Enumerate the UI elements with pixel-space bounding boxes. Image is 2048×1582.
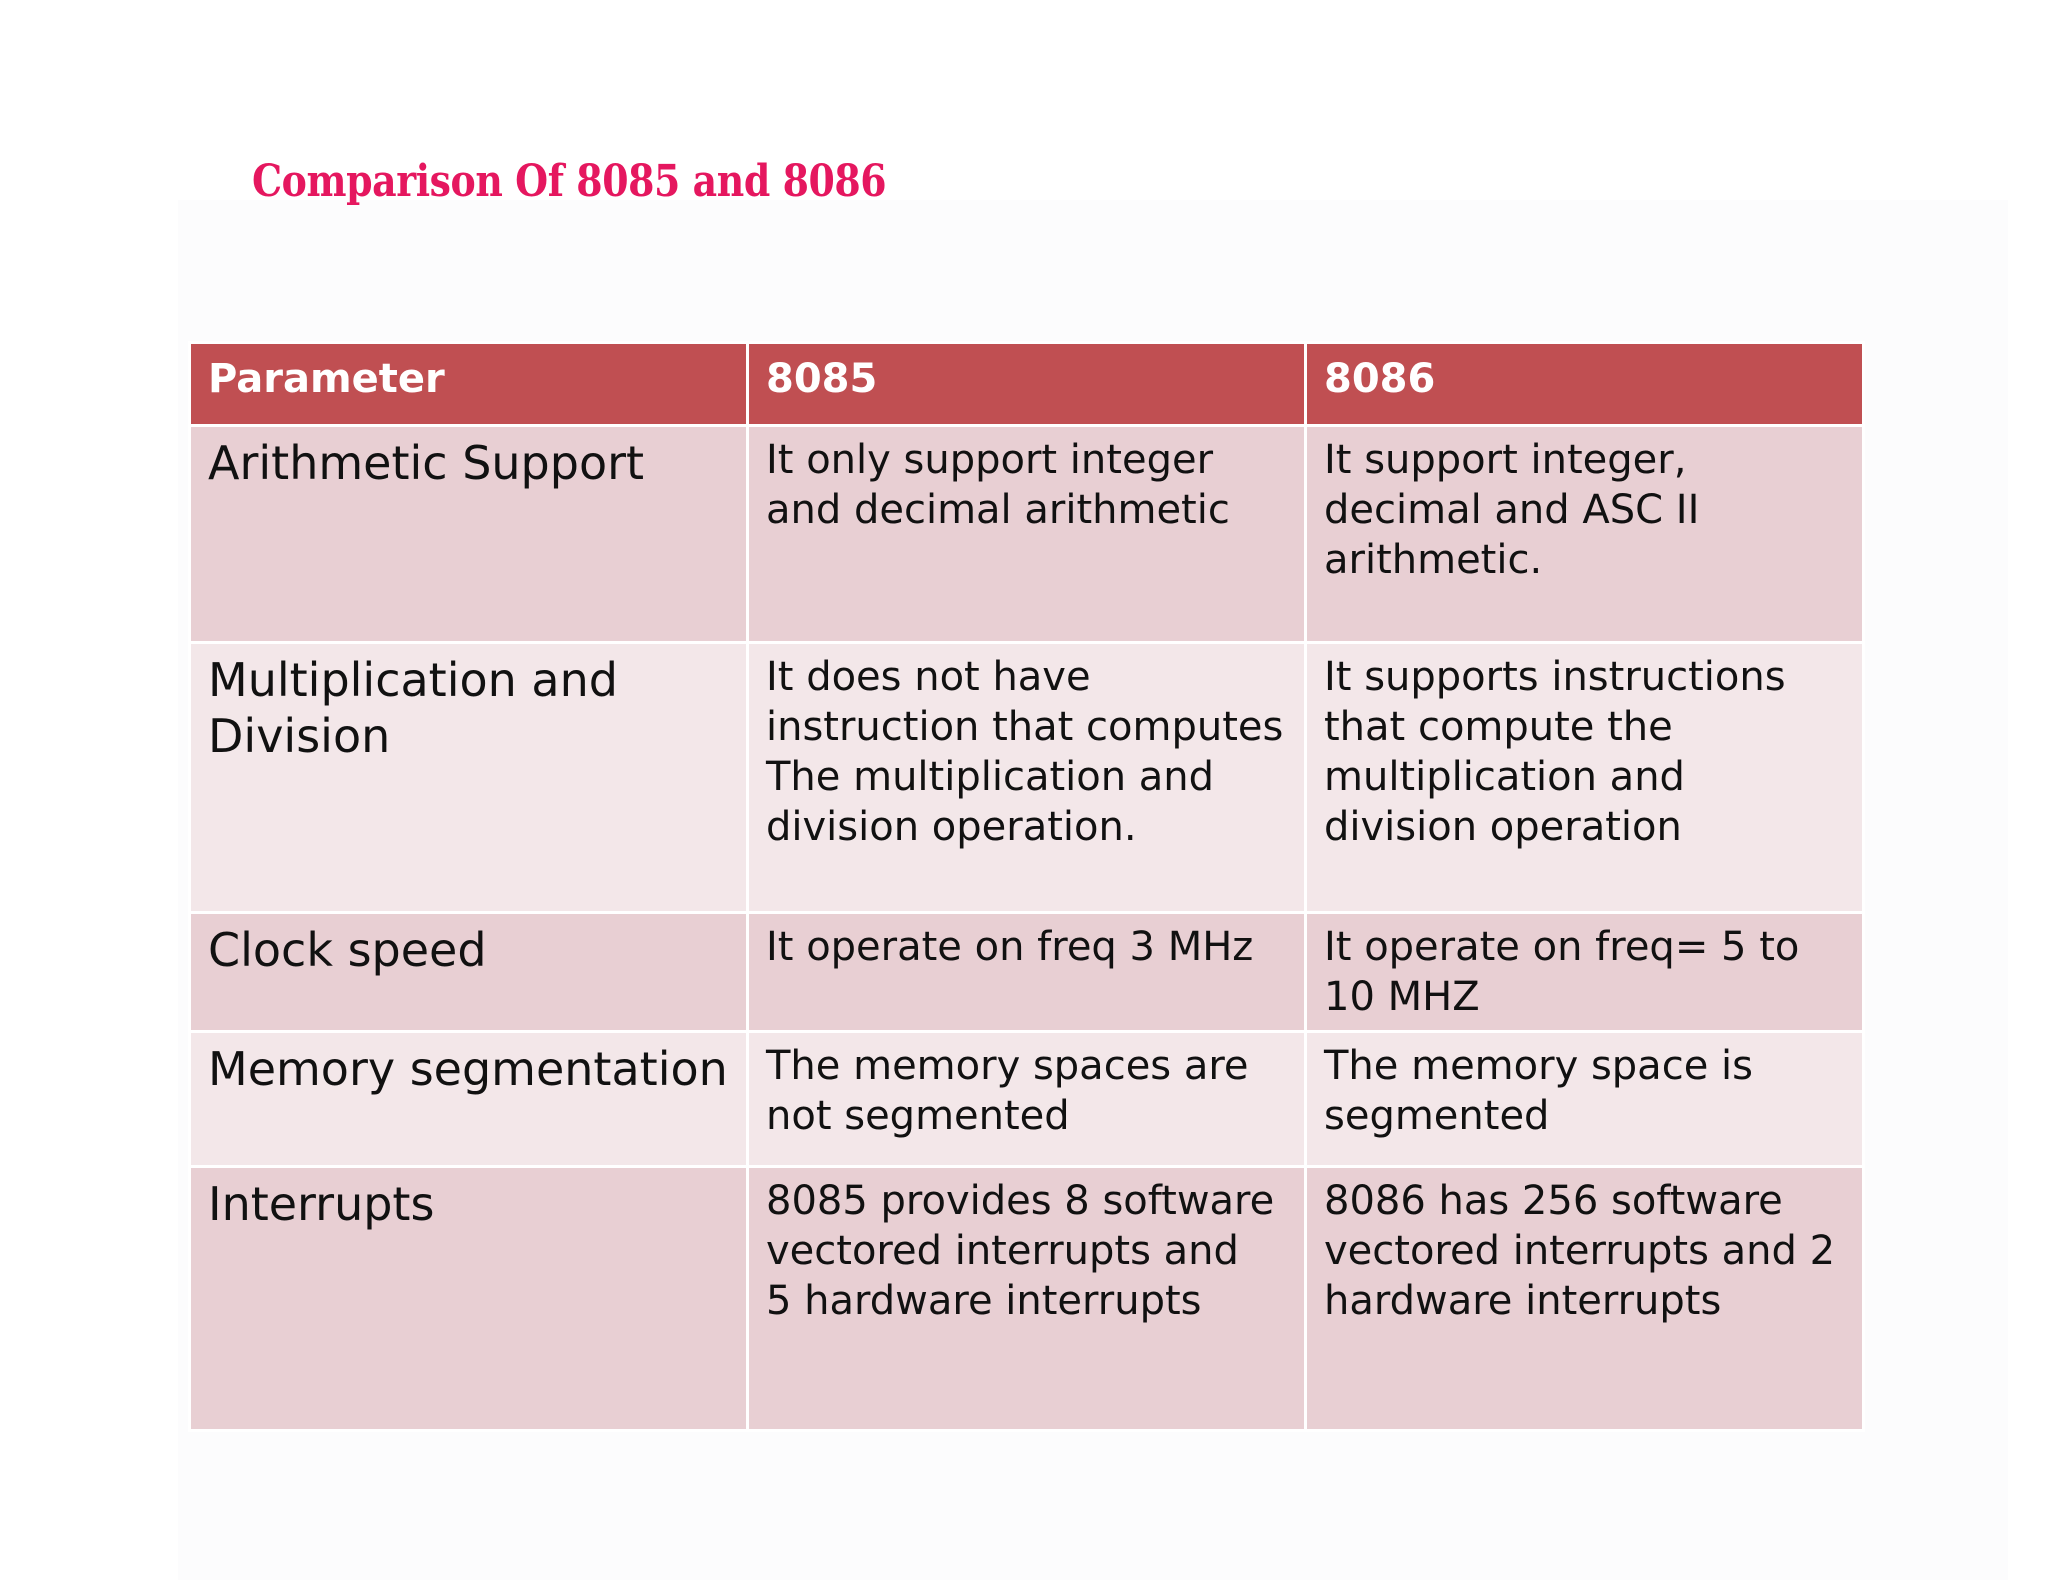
- header-8085: 8085: [746, 341, 1307, 427]
- row-8086-value: It supports instructions that compute th…: [1304, 641, 1865, 914]
- row-8085-value: It only support integer and decimal arit…: [746, 424, 1307, 644]
- row-8086-value: The memory space is segmented: [1304, 1030, 1865, 1168]
- table-row: Multiplication and Division It does not …: [188, 641, 1865, 914]
- row-parameter: Multiplication and Division: [188, 641, 749, 914]
- table-header-row: Parameter 8085 8086: [188, 341, 1865, 427]
- row-8085-value: 8085 provides 8 software vectored interr…: [746, 1165, 1307, 1432]
- row-8085-value: It operate on freq 3 MHz: [746, 911, 1307, 1033]
- table-row: Interrupts 8085 provides 8 software vect…: [188, 1165, 1865, 1432]
- row-8086-value: 8086 has 256 software vectored interrupt…: [1304, 1165, 1865, 1432]
- row-8085-value: It does not have instruction that comput…: [746, 641, 1307, 914]
- header-8086: 8086: [1304, 341, 1865, 427]
- row-8086-value: It support integer, decimal and ASC II a…: [1304, 424, 1865, 644]
- row-parameter: Interrupts: [188, 1165, 749, 1432]
- row-8086-value: It operate on freq= 5 to 10 MHZ: [1304, 911, 1865, 1033]
- table-row: Memory segmentation The memory spaces ar…: [188, 1030, 1865, 1168]
- slide-title: Comparison Of 8085 and 8086: [252, 156, 887, 207]
- row-parameter: Clock speed: [188, 911, 749, 1033]
- comparison-table: Parameter 8085 8086 Arithmetic Support I…: [188, 341, 1865, 1432]
- table-row: Clock speed It operate on freq 3 MHz It …: [188, 911, 1865, 1033]
- table-row: Arithmetic Support It only support integ…: [188, 424, 1865, 644]
- row-8085-value: The memory spaces are not segmented: [746, 1030, 1307, 1168]
- row-parameter: Memory segmentation: [188, 1030, 749, 1168]
- row-parameter: Arithmetic Support: [188, 424, 749, 644]
- header-parameter: Parameter: [188, 341, 749, 427]
